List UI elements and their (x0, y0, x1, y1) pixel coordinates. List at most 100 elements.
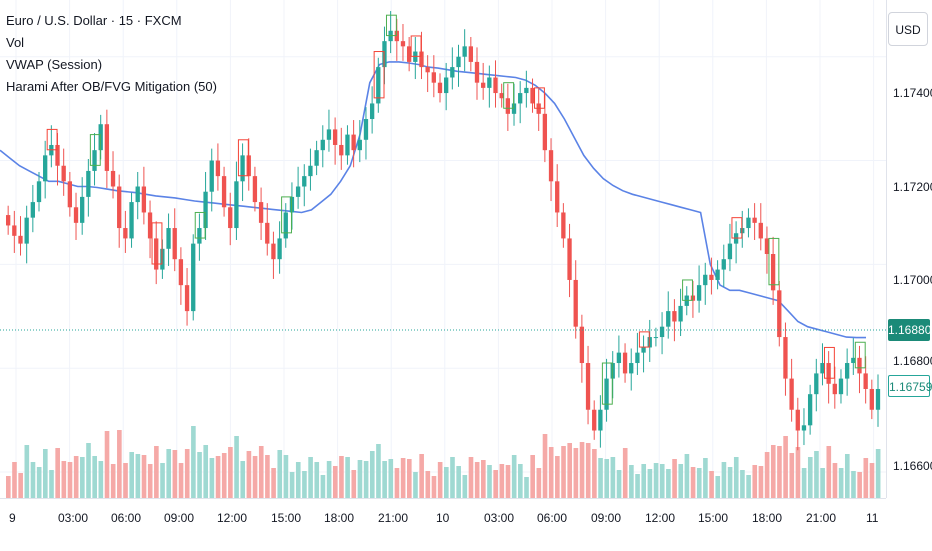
harami-box (601, 362, 613, 405)
currency-button[interactable]: USD (888, 12, 928, 46)
volume-bar (777, 446, 782, 498)
volume-bar (555, 456, 560, 498)
volume-bar (277, 450, 283, 498)
volume-bar (770, 445, 776, 498)
candle-body (431, 72, 436, 83)
volume-bar (234, 436, 239, 498)
legend-symbol[interactable]: Euro / U.S. Dollar · 15 · FXCM (6, 13, 182, 28)
time-tick: 09:00 (164, 511, 195, 525)
volume-bar (271, 468, 276, 498)
candle-body (357, 139, 362, 151)
candle-body (258, 202, 264, 223)
candle-body (567, 238, 572, 280)
price-tick: 1.17200 (893, 180, 932, 194)
price-chart[interactable] (0, 0, 886, 498)
price-tick: 1.16800 (893, 354, 932, 368)
volume-bar (18, 473, 23, 498)
legend-harami[interactable]: Harami After OB/FVG Mitigation (50) (6, 79, 217, 94)
volume-bar (302, 471, 307, 498)
harami-box (534, 87, 545, 109)
volume-bar (6, 476, 11, 498)
time-axis[interactable]: 9 03:00 06:00 09:00 12:00 15:00 18:00 21… (0, 498, 886, 551)
volume-bars (6, 426, 881, 498)
candle-body (801, 425, 807, 431)
candle-body (326, 129, 332, 140)
candle-body (6, 215, 11, 226)
volume-bar (659, 464, 665, 498)
volume-bar (110, 464, 116, 498)
volume-bar (499, 464, 505, 498)
volume-bar (629, 465, 634, 498)
volume-bar (585, 443, 591, 498)
volume-bar (481, 460, 486, 498)
candle-body (376, 67, 381, 104)
legend: Euro / U.S. Dollar · 15 · FXCM Vol VWAP … (6, 13, 217, 98)
candle-body (462, 46, 467, 57)
candle-body (770, 254, 776, 291)
candle-body (709, 274, 714, 280)
volume-bar (295, 462, 301, 498)
volume-bar (203, 445, 209, 498)
volume-bar (795, 447, 801, 498)
candle-body (857, 357, 862, 374)
candle-body (252, 176, 258, 203)
candle-body (764, 238, 770, 254)
legend-vol[interactable]: Vol (6, 35, 25, 50)
volume-bar (73, 456, 79, 498)
price-axis[interactable]: 1.17400 1.17200 1.17000 1.16800 1.16600 (886, 0, 932, 498)
volume-bar (592, 449, 597, 498)
time-tick: 18:00 (324, 511, 355, 525)
candle-body (727, 243, 733, 260)
harami-box (385, 14, 397, 37)
candle-body (499, 93, 504, 99)
volume-bar (573, 448, 579, 498)
volume-bar (764, 452, 770, 498)
volume-bar (36, 467, 42, 498)
harami-box (638, 331, 650, 348)
legend-vwap[interactable]: VWAP (Session) (6, 57, 103, 72)
volume-bar (863, 458, 869, 498)
candle-body (548, 150, 554, 182)
candle-body (166, 228, 171, 249)
candle-body (18, 235, 23, 244)
volume-bar (610, 457, 616, 498)
volume-bar (413, 472, 418, 498)
volume-bar (166, 449, 172, 498)
volume-bar (678, 464, 684, 498)
candle-body (542, 113, 548, 151)
candle-body (406, 46, 412, 62)
volume-bar (703, 458, 708, 498)
volume-bar (215, 456, 221, 498)
volume-bar (616, 470, 622, 498)
volume-bar (332, 466, 338, 498)
volume-bar (462, 475, 468, 498)
candle-body (345, 134, 350, 156)
candle-body (869, 388, 874, 410)
volume-bar (388, 459, 394, 498)
time-tick: 21:00 (378, 511, 409, 525)
chart-pane[interactable]: Euro / U.S. Dollar · 15 · FXCM Vol VWAP … (0, 0, 886, 498)
volume-bar (419, 454, 424, 498)
volume-bar (857, 472, 862, 498)
candle-body (240, 155, 245, 182)
candle-body (672, 311, 677, 322)
volume-bar (123, 463, 128, 498)
candle-body (481, 82, 486, 88)
volume-bar (326, 461, 332, 498)
volume-bar (474, 462, 480, 498)
candle-body (154, 238, 159, 270)
volume-bar (487, 465, 492, 498)
volume-bar (67, 462, 73, 498)
vwap-price-badge: 1.16759 (888, 375, 932, 397)
volume-bar (24, 445, 30, 498)
harami-box (854, 341, 866, 369)
volume-bar (579, 442, 585, 498)
time-tick: 12:00 (217, 511, 248, 525)
volume-bar (468, 457, 474, 498)
volume-bar (184, 449, 190, 498)
volume-bar (437, 462, 443, 498)
candle-body (838, 378, 844, 395)
candle-body (746, 217, 751, 229)
candle-body (61, 165, 66, 182)
harami-box (731, 217, 743, 239)
